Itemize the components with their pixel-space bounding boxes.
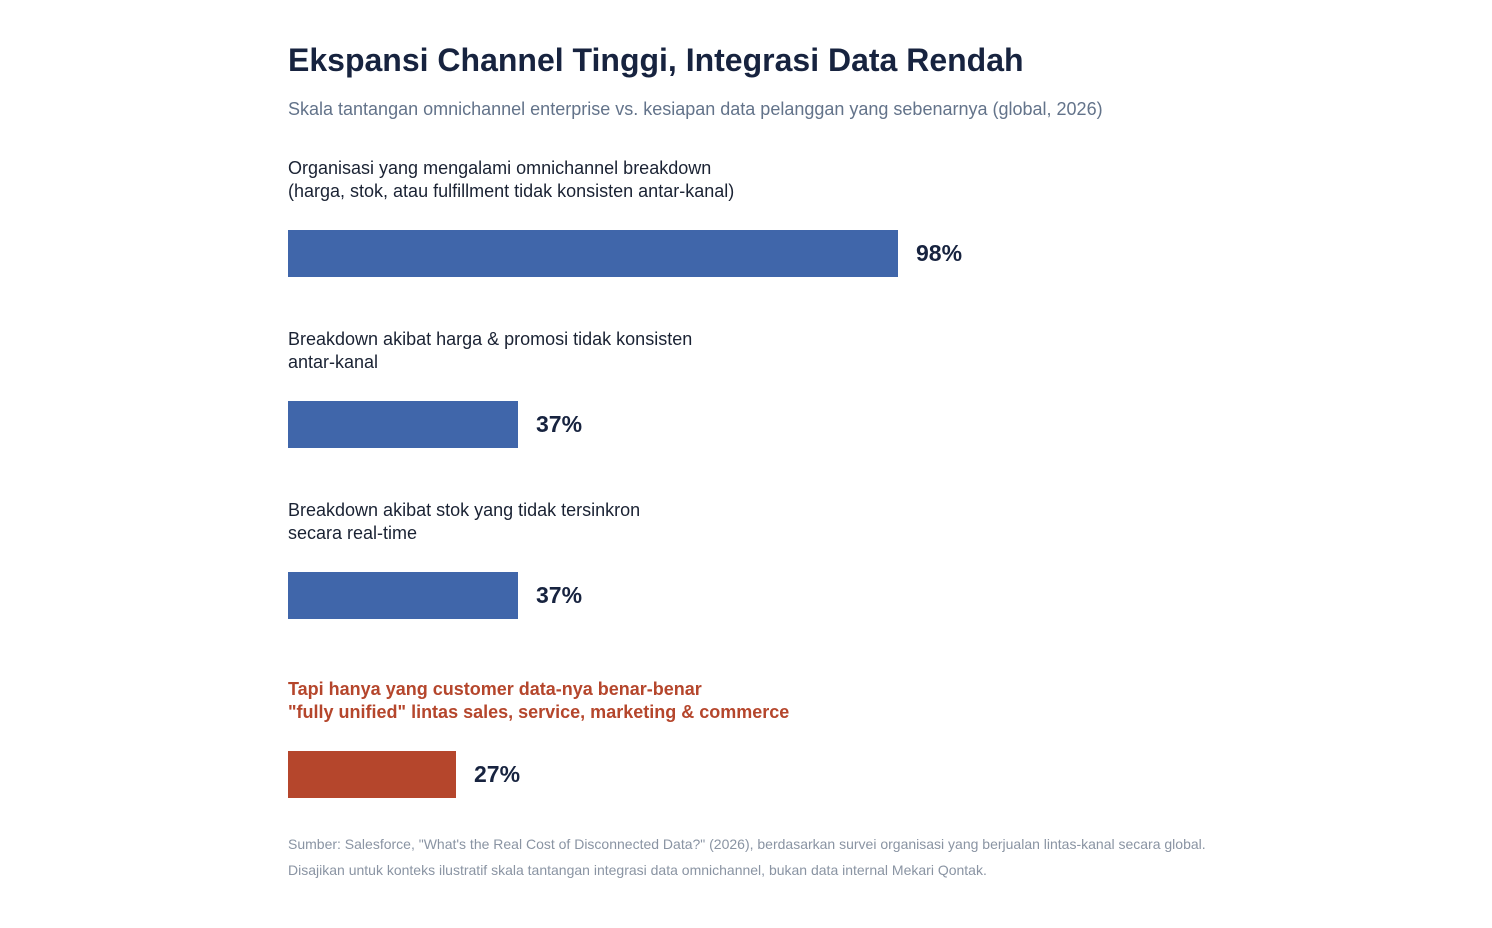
bar-label-3-line-2: secara real-time xyxy=(288,523,418,543)
bar-label-1-line-2: (harga, stok, atau fulfillment tidak kon… xyxy=(288,181,735,201)
bar-label-3-line-1: Breakdown akibat stok yang tidak tersink… xyxy=(288,500,641,520)
bar-label-1-line-1: Organisasi yang mengalami omnichannel br… xyxy=(288,158,712,178)
bar-label-4: Tapi hanya yang customer data-nya benar-… xyxy=(288,678,789,724)
chart-title: Ekspansi Channel Tinggi, Integrasi Data … xyxy=(288,42,1024,78)
bar-label-1: Organisasi yang mengalami omnichannel br… xyxy=(288,157,734,203)
bar-label-4-line-1: Tapi hanya yang customer data-nya benar-… xyxy=(288,679,702,699)
bar-label-2: Breakdown akibat harga & promosi tidak k… xyxy=(288,328,692,374)
bar-value-label-4: 27% xyxy=(474,761,521,787)
bar-value-label-3: 37% xyxy=(536,582,583,608)
source-note-line-2: Disajikan untuk konteks ilustratif skala… xyxy=(288,862,987,878)
bar-4 xyxy=(288,751,456,798)
bar-2 xyxy=(288,401,518,448)
bar-1 xyxy=(288,230,898,277)
bar-label-2-line-1: Breakdown akibat harga & promosi tidak k… xyxy=(288,329,693,349)
source-note-line-1: Sumber: Salesforce, "What's the Real Cos… xyxy=(288,836,1206,852)
bar-label-3: Breakdown akibat stok yang tidak tersink… xyxy=(288,499,640,545)
bar-value-label-2: 37% xyxy=(536,411,583,437)
bar-value-label-1: 98% xyxy=(916,240,963,266)
bar-3 xyxy=(288,572,518,619)
chart-subtitle: Skala tantangan omnichannel enterprise v… xyxy=(288,99,1103,119)
bar-label-2-line-2: antar-kanal xyxy=(288,352,379,372)
bar-label-4-line-2: "fully unified" lintas sales, service, m… xyxy=(288,702,790,722)
